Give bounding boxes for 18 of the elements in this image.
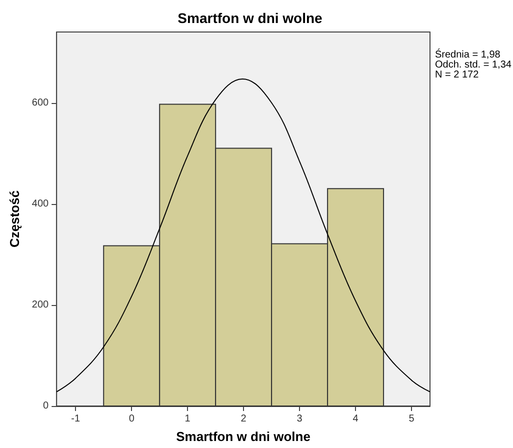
x-tick-label: 2 bbox=[240, 414, 247, 424]
y-tick-label: 400 bbox=[32, 198, 50, 210]
text: N = 2 172 bbox=[435, 70, 480, 80]
y-tick-label: 600 bbox=[32, 97, 50, 108]
x-tick-label: -1 bbox=[71, 414, 80, 424]
x-tick-label: 5 bbox=[408, 414, 415, 424]
text: Średnia = 1,98 bbox=[435, 48, 501, 60]
y-axis-title: Częstość bbox=[7, 190, 22, 248]
y-tick-label: 0 bbox=[43, 400, 50, 412]
y-tick-label: 200 bbox=[32, 299, 50, 310]
x-tick-label: 4 bbox=[352, 414, 359, 424]
x-tick-label: 1 bbox=[184, 414, 191, 424]
x-tick-label: 0 bbox=[128, 414, 135, 424]
x-axis-title: Smartfon w dni wolne bbox=[176, 429, 310, 444]
chart-title: Smartfon w dni wolne bbox=[178, 10, 323, 26]
line-series bbox=[56, 78, 430, 392]
text: Odch. std. = 1,34 bbox=[435, 60, 512, 70]
x-tick-label: 3 bbox=[296, 414, 303, 424]
